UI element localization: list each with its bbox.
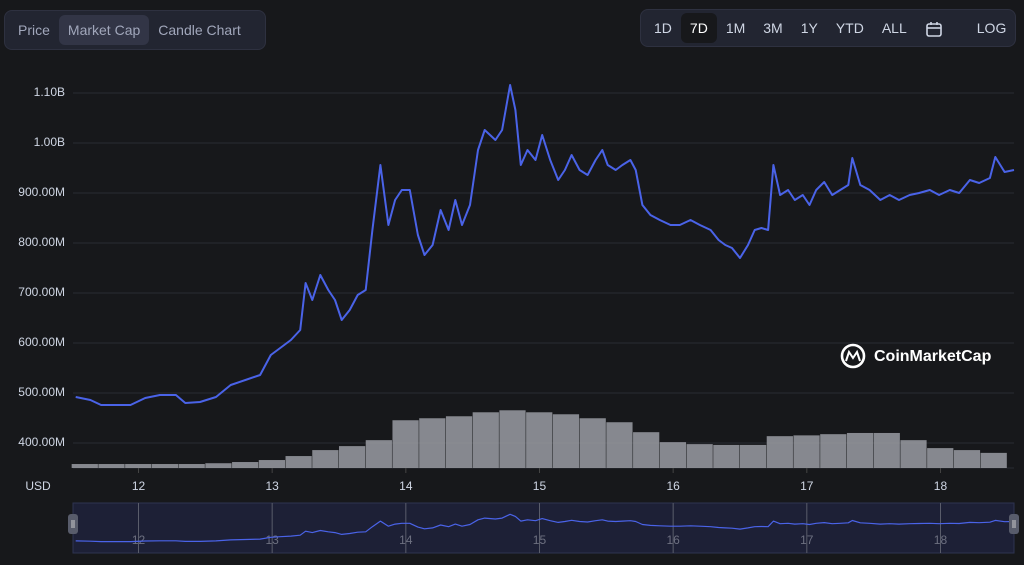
- volume-bar: [606, 422, 633, 468]
- view-tabs: Price Market Cap Candle Chart: [4, 10, 266, 50]
- volume-bar: [125, 464, 152, 468]
- x-tick-label: 13: [265, 479, 279, 493]
- y-tick-label: 800.00M: [18, 235, 65, 249]
- navigator-line: [75, 513, 1015, 543]
- volume-bar: [873, 432, 900, 468]
- range-selector: 1D 7D 1M 3M 1Y YTD ALL LOG: [640, 9, 1016, 47]
- volume-bar: [579, 418, 606, 468]
- x-tick-label: 14: [399, 479, 413, 493]
- calendar-icon: [925, 22, 942, 38]
- volume-bar: [365, 440, 392, 468]
- volume-bar: [71, 464, 98, 468]
- x-tick-label: 18: [934, 479, 948, 493]
- volume-bar: [526, 412, 553, 468]
- navigator-handle[interactable]: [1009, 514, 1019, 534]
- y-tick-label: 900.00M: [18, 185, 65, 199]
- watermark: CoinMarketCap: [840, 343, 992, 369]
- range-button[interactable]: YTD: [835, 20, 864, 36]
- range-button[interactable]: 3M: [763, 20, 783, 36]
- volume-bar: [98, 464, 125, 468]
- volume-bar: [766, 436, 793, 468]
- x-tick-label: 17: [800, 479, 814, 493]
- volume-bar: [285, 456, 312, 468]
- volume-bar: [633, 432, 660, 468]
- navigator-tick-label: 18: [934, 533, 948, 547]
- volume-bar: [793, 435, 820, 468]
- range-button[interactable]: ALL: [881, 20, 907, 36]
- volume-bar: [686, 444, 713, 468]
- y-tick-label: 600.00M: [18, 335, 65, 349]
- volume-bar: [927, 448, 954, 468]
- navigator-frame: [72, 502, 1015, 554]
- volume-bar: [499, 410, 526, 468]
- navigator-tick-label: 15: [533, 533, 547, 547]
- volume-bar: [445, 416, 473, 468]
- volume-bar: [659, 442, 687, 468]
- volume-bar: [980, 452, 1007, 468]
- volume-bar: [820, 434, 847, 468]
- navigator-tick-label: 13: [265, 533, 279, 547]
- range-button[interactable]: 7D: [680, 13, 717, 43]
- volume-bar: [312, 450, 339, 468]
- watermark-logo-mark: [845, 349, 861, 362]
- range-button[interactable]: 1D: [654, 20, 672, 36]
- calendar-button[interactable]: [916, 13, 952, 43]
- x-tick-label: 16: [666, 479, 680, 493]
- volume-bar: [953, 450, 981, 468]
- tab-button[interactable]: Price: [18, 22, 50, 38]
- tab-button[interactable]: Market Cap: [58, 15, 150, 45]
- volume-bar: [205, 463, 232, 468]
- volume-bar: [900, 440, 927, 468]
- navigator-tick-label: 12: [132, 533, 146, 547]
- volume-bar: [258, 460, 286, 468]
- volume-bar: [232, 462, 259, 468]
- watermark-text: CoinMarketCap: [874, 348, 992, 365]
- y-tick-label: 400.00M: [18, 435, 65, 449]
- y-tick-label: 1.00B: [34, 135, 65, 149]
- volume-bar: [151, 464, 179, 468]
- volume-bar: [178, 464, 205, 468]
- tab-button[interactable]: Candle Chart: [158, 22, 241, 38]
- x-tick-label: 15: [533, 479, 547, 493]
- currency-label: USD: [25, 479, 51, 493]
- navigator-tick-label: 16: [666, 533, 680, 547]
- volume-bar: [846, 432, 874, 468]
- volume-bar: [338, 446, 366, 468]
- y-tick-label: 500.00M: [18, 385, 65, 399]
- volume-bar: [713, 444, 740, 468]
- log-button[interactable]: LOG: [976, 20, 1007, 36]
- watermark-logo: [840, 343, 866, 369]
- volume-bar: [472, 412, 499, 468]
- volume-bar: [552, 414, 580, 468]
- navigator-tick-label: 14: [399, 533, 413, 547]
- y-tick-label: 1.10B: [34, 85, 65, 99]
- volume-bar: [419, 418, 446, 468]
- volume-bar: [392, 420, 419, 468]
- y-tick-label: 700.00M: [18, 285, 65, 299]
- volume-bar: [739, 444, 767, 468]
- navigator-handle[interactable]: [68, 514, 78, 534]
- range-button[interactable]: 1Y: [800, 20, 818, 36]
- navigator-tick-label: 17: [800, 533, 814, 547]
- x-tick-label: 12: [132, 479, 146, 493]
- range-button[interactable]: 1M: [725, 20, 746, 36]
- market-cap-line: [75, 84, 1015, 406]
